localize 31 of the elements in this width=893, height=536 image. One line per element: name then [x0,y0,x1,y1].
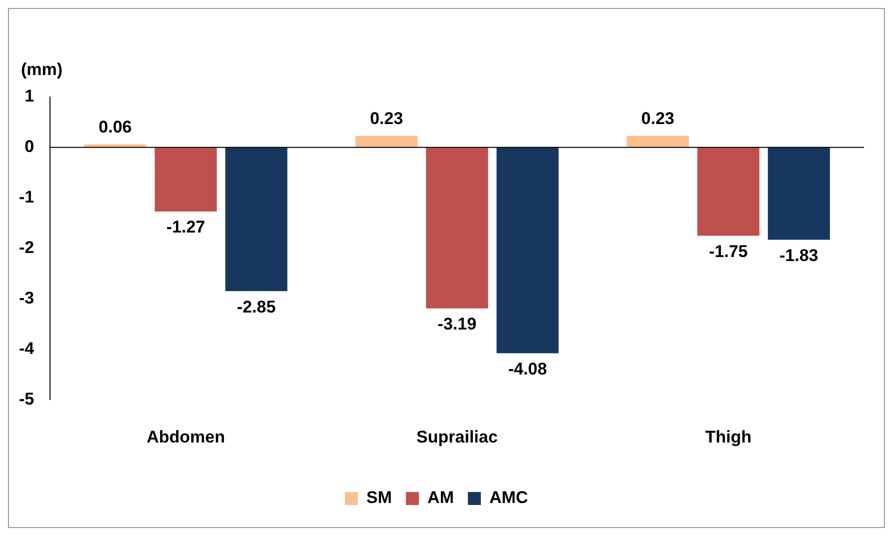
legend-label: AMC [489,488,528,508]
bar [426,147,488,308]
y-axis-title: (mm) [21,60,63,80]
bar [225,147,288,292]
data-label: -2.85 [236,297,276,316]
x-tick-label: Suprailiac [416,427,498,446]
data-label: 0.06 [98,118,132,137]
data-label: -1.27 [166,218,206,237]
bar [154,147,217,212]
data-label: -1.83 [780,246,818,265]
bar [496,147,559,354]
data-label: 0.23 [641,109,674,128]
legend-label: AM [427,488,454,508]
data-label: -4.08 [508,359,547,378]
y-tick-label: -5 [18,389,34,408]
x-tick-label: Thigh [705,427,752,446]
data-label: 0.23 [370,109,404,128]
legend-label: SM [366,488,392,508]
y-tick-label: 0 [24,137,34,156]
data-label: -3.19 [438,314,476,334]
bar [768,147,830,240]
y-tick-label: -2 [18,238,34,257]
y-tick-label: -1 [18,188,34,207]
x-tick-label: Abdomen [146,427,225,446]
bar [355,136,418,148]
bar [697,147,760,236]
y-tick-label: -3 [18,288,34,308]
y-tick-label: -4 [18,338,35,358]
y-tick-label: 1 [24,86,34,106]
bar [626,136,689,148]
data-label: -1.75 [708,242,748,261]
